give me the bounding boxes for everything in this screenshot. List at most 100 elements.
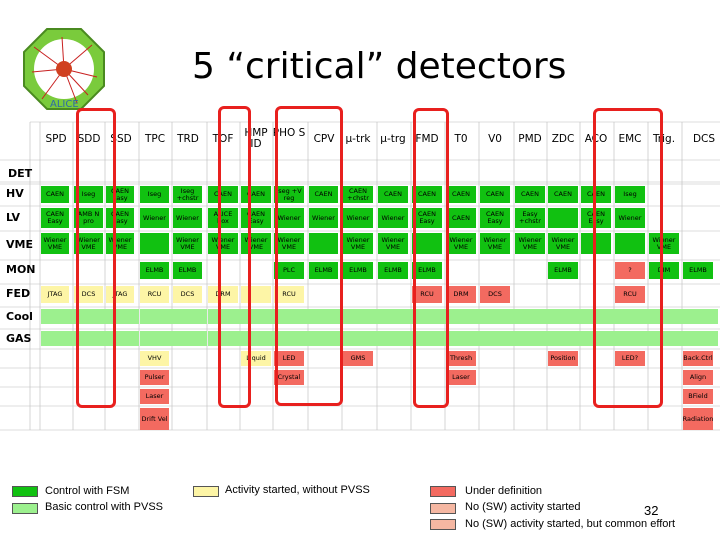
table-cell: DCS — [173, 286, 202, 303]
table-cell: DCS — [480, 286, 510, 303]
table-cell — [241, 286, 271, 303]
table-cell — [412, 331, 447, 346]
table-cell: BField — [683, 389, 713, 404]
table-cell: Wiener VME — [74, 233, 103, 254]
table-cell: ALICE box — [208, 208, 238, 228]
table-cell: Align — [683, 370, 713, 385]
table-cell — [309, 309, 343, 324]
column-header: μ-trk — [345, 133, 371, 145]
table-cell: Iseg — [74, 186, 103, 203]
table-cell — [378, 331, 413, 346]
column-header: SSD — [110, 133, 132, 145]
table-cell: Wiener — [378, 208, 408, 228]
table-cell: Wiener VME — [106, 233, 134, 254]
table-cell: CAEN — [208, 186, 238, 203]
column-header: T0 — [454, 133, 468, 145]
table-cell: Iseg — [615, 186, 645, 203]
table-cell: Wiener — [173, 208, 202, 228]
column-header: DCS — [692, 133, 716, 145]
table-cell — [241, 309, 276, 324]
table-cell: CAEN Easy — [41, 208, 69, 228]
table-cell: Position — [548, 351, 578, 366]
table-cell: Wiener VME — [515, 233, 545, 254]
table-cell: CAEN — [241, 186, 271, 203]
table-cell: Wiener VME — [241, 233, 271, 254]
alice-logo — [23, 28, 105, 110]
table-cell: CAEN Easy — [241, 208, 271, 228]
legend-swatch — [430, 503, 456, 514]
table-cell: RCU — [412, 286, 442, 303]
table-cell: Laser — [140, 389, 169, 404]
table-cell: JTAG — [106, 286, 134, 303]
table-cell — [615, 309, 650, 324]
column-header: TRD — [177, 133, 199, 145]
row-label: FED — [6, 287, 31, 300]
table-cell: CAEN — [480, 186, 510, 203]
table-cell: Wiener VME — [480, 233, 510, 254]
row-label: Cool — [6, 310, 33, 323]
table-cell — [548, 331, 583, 346]
table-cell — [683, 309, 718, 324]
table-cell: Wiener VME — [208, 233, 238, 254]
table-cell: CAEN — [41, 186, 69, 203]
row-label: LV — [6, 211, 21, 224]
column-header: PHO S — [272, 127, 306, 139]
table-cell — [515, 309, 550, 324]
row-label: GAS — [6, 332, 32, 345]
table-cell: ELMB — [309, 262, 338, 279]
table-cell — [140, 309, 174, 324]
table-cell — [208, 331, 243, 346]
table-cell — [41, 331, 74, 346]
legend-label: No (SW) activity started, but common eff… — [465, 518, 676, 530]
column-header: μ-trg — [380, 133, 406, 145]
row-label: MON — [6, 263, 36, 276]
table-cell: DRM — [446, 286, 476, 303]
table-cell: ELMB — [683, 262, 713, 279]
table-cell: Wiener VME — [649, 233, 679, 254]
row-label: HV — [6, 187, 24, 200]
table-cell: Liquid — [241, 351, 271, 366]
table-cell — [140, 233, 169, 254]
table-cell: Iseg — [140, 186, 169, 203]
table-cell: AMB N pro — [74, 208, 103, 228]
table-cell: Wiener — [615, 208, 645, 228]
table-cell — [615, 331, 650, 346]
table-cell — [480, 331, 515, 346]
legend-label: Control with FSM — [45, 485, 130, 497]
table-cell: ELMB — [140, 262, 169, 279]
table-cell: Thresh — [446, 351, 476, 366]
table-cell — [615, 233, 645, 254]
table-cell: DIM — [649, 262, 679, 279]
table-cell: Easy +chstr — [515, 208, 545, 228]
table-cell — [412, 309, 447, 324]
table-cell: CAEN — [548, 186, 578, 203]
legend-label: No (SW) activity started — [465, 501, 581, 513]
table-cell — [241, 331, 276, 346]
legend-label: Basic control with PVSS — [45, 501, 163, 513]
table-cell — [649, 331, 684, 346]
table-cell — [309, 233, 338, 254]
table-cell: RCU — [140, 286, 169, 303]
table-cell — [480, 309, 515, 324]
column-header: TOF — [212, 133, 234, 145]
table-cell: ELMB — [548, 262, 578, 279]
table-cell — [446, 331, 481, 346]
table-cell: CAEN Easy — [480, 208, 510, 228]
table-cell: Wiener VME — [173, 233, 202, 254]
table-cell: Wiener VME — [343, 233, 373, 254]
column-header: EMC — [618, 133, 642, 145]
table-cell — [140, 331, 174, 346]
table-cell: Radiation — [683, 408, 713, 430]
column-header: CPV — [313, 133, 335, 145]
table-cell — [106, 309, 139, 324]
table-cell: CAEN Easy — [581, 208, 611, 228]
legend-swatch — [193, 486, 219, 497]
table-cell: CAEN — [446, 186, 476, 203]
table-cell: GMS — [343, 351, 373, 366]
page-title: 5 “critical” detectors — [192, 46, 567, 87]
table-cell — [74, 331, 108, 346]
legend-label: Under definition — [465, 485, 543, 497]
table-cell: CAEN — [515, 186, 545, 203]
table-cell — [548, 208, 578, 228]
